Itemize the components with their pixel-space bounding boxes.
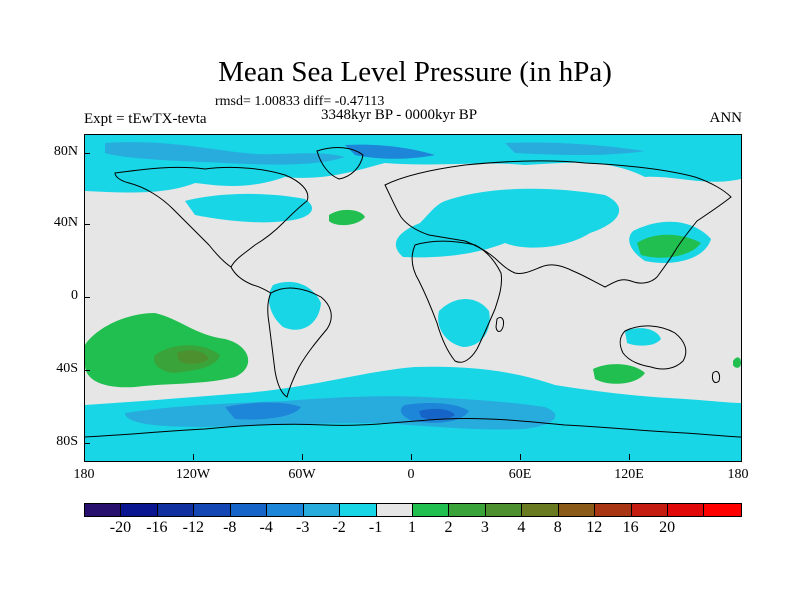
anomaly-region — [268, 281, 321, 330]
lon-label: 120E — [614, 467, 644, 482]
coastline-europe-asia — [384, 160, 732, 288]
map-svg — [85, 135, 741, 461]
colorbar-swatch — [704, 504, 741, 516]
axis-tick — [84, 297, 90, 298]
lat-label: 40N — [53, 215, 78, 230]
anomaly-region — [185, 193, 313, 223]
season-label: ANN — [709, 110, 743, 126]
colorbar-swatch — [668, 504, 705, 516]
colorbar-swatch — [376, 504, 413, 516]
colorbar-label: 12 — [586, 519, 603, 536]
colorbar-label: -20 — [109, 519, 132, 536]
colorbar-swatch — [303, 504, 341, 516]
colorbar-swatch — [194, 504, 231, 516]
axis-tick — [84, 370, 90, 371]
colorbar-swatch — [485, 504, 523, 516]
anomaly-region — [329, 209, 365, 226]
colorbar-label: -12 — [182, 519, 204, 536]
colorbar-swatch — [340, 504, 377, 516]
axis-tick — [629, 454, 630, 460]
colorbar-label: 1 — [408, 519, 416, 536]
anomaly-region — [637, 234, 701, 258]
axis-tick — [84, 153, 90, 154]
lat-label: 40S — [56, 361, 78, 376]
colorbar-label: -1 — [368, 519, 383, 536]
lat-label: 80N — [53, 144, 78, 159]
anomaly-region — [225, 402, 301, 420]
colorbar-label: 3 — [480, 519, 489, 536]
colorbar-label: -8 — [223, 519, 237, 536]
colorbar-swatch — [412, 504, 450, 516]
anomaly-region — [505, 142, 645, 155]
colorbar-swatch — [157, 504, 195, 516]
anomaly-region — [85, 135, 741, 193]
axis-tick — [84, 443, 90, 444]
anomaly-region — [105, 142, 345, 165]
colorbar-label: 4 — [517, 519, 526, 536]
anomaly-region — [438, 299, 490, 347]
axis-tick — [520, 454, 521, 460]
colorbar-label: -4 — [259, 519, 273, 536]
colorbar-swatch — [631, 504, 668, 516]
coastline-greenland — [316, 147, 364, 180]
colorbar-swatch — [85, 504, 122, 516]
colorbar-swatch — [558, 504, 596, 516]
lon-label: 180 — [727, 467, 749, 482]
pressure-map — [84, 134, 742, 462]
colorbar-label: 20 — [659, 519, 676, 536]
colorbar-label: 8 — [553, 519, 562, 536]
map-title: Mean Sea Level Pressure (in hPa) — [218, 56, 612, 88]
anomaly-region — [395, 188, 620, 258]
coastlines — [85, 147, 741, 438]
lat-label: 80S — [56, 434, 78, 449]
axis-tick — [84, 224, 90, 225]
lon-label: 120W — [175, 467, 211, 482]
axis-tick — [193, 454, 194, 460]
lon-label: 60E — [508, 467, 532, 482]
anomaly-region — [733, 357, 741, 368]
colorbar-label: -2 — [332, 519, 346, 536]
colorbar-swatch — [267, 504, 304, 516]
colorbar-label: 2 — [444, 519, 453, 536]
experiment-label: Expt = tEwTX-tevta — [84, 111, 207, 127]
coastline-central-america — [230, 266, 272, 294]
colorbar-swatch — [595, 504, 632, 516]
lon-label: 180 — [73, 467, 95, 482]
anomaly-region — [177, 350, 209, 364]
lon-label: 0 — [407, 467, 415, 482]
axis-tick — [411, 454, 412, 460]
coastline-antarctica — [85, 417, 741, 438]
coastline-south-america — [267, 287, 332, 398]
colorbar-label: 16 — [622, 519, 639, 536]
colorbar-swatch — [449, 504, 486, 516]
colorbar-label: -16 — [146, 519, 168, 536]
coastline-north-america — [114, 166, 309, 268]
colorbar-swatch — [522, 504, 559, 516]
anomaly-region — [593, 364, 645, 384]
lon-label: 60W — [288, 467, 316, 482]
coastline-new-zealand — [712, 370, 720, 384]
coastline-madagascar — [495, 316, 504, 332]
axis-tick — [302, 454, 303, 460]
lat-label: 0 — [71, 288, 78, 303]
colorbar-label: -3 — [295, 519, 310, 536]
colorbar-swatch — [121, 504, 158, 516]
colorbar — [84, 503, 742, 517]
anomaly-region — [419, 408, 455, 420]
coastline-africa — [411, 240, 502, 363]
period-label: 3348kyr BP - 0000kyr BP — [321, 107, 478, 123]
anomaly-region — [345, 144, 435, 159]
anomaly-region — [625, 328, 661, 346]
statistics-text: rmsd= 1.00833 diff= -0.47113 — [215, 94, 385, 109]
coastline-australia — [619, 325, 687, 370]
colorbar-swatch — [230, 504, 268, 516]
